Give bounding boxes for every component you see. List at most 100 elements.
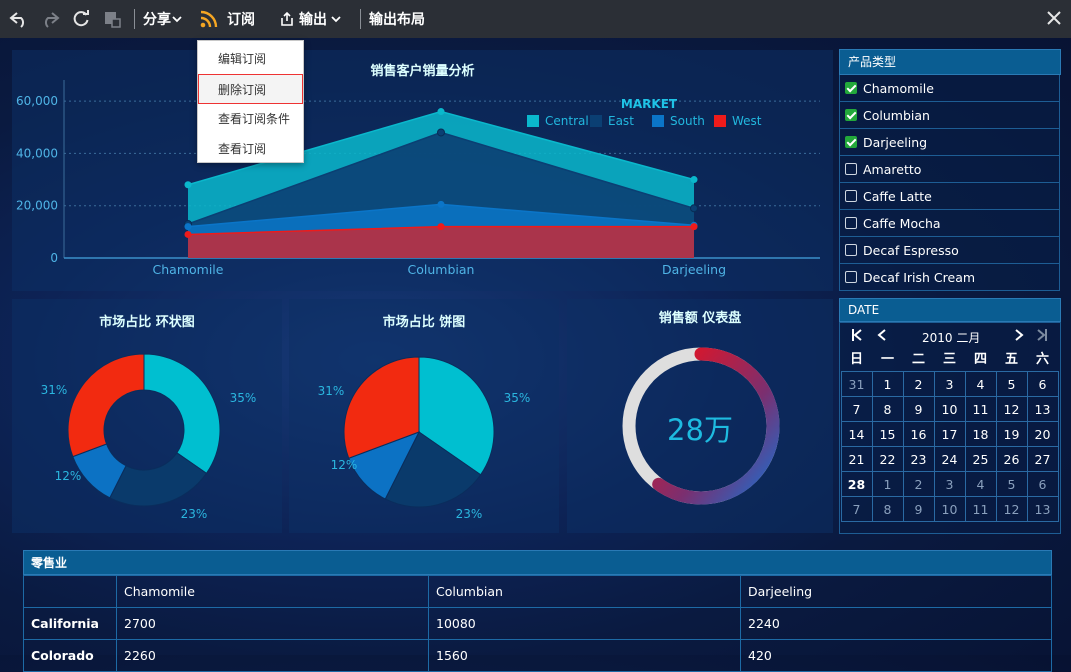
- calendar-day[interactable]: 4: [964, 370, 997, 397]
- weekday-label: 六: [1035, 352, 1049, 367]
- product-option-decaf-irish-cream[interactable]: Decaf Irish Cream: [839, 264, 1060, 291]
- calendar-day[interactable]: 7: [840, 495, 873, 522]
- checkbox[interactable]: [845, 136, 857, 148]
- legend-swatch: [714, 115, 726, 127]
- checkbox[interactable]: [845, 190, 857, 202]
- last-page-icon[interactable]: [1036, 328, 1048, 345]
- calendar-day[interactable]: 18: [964, 420, 997, 447]
- calendar-day[interactable]: 31: [840, 370, 873, 397]
- refresh-icon[interactable]: [70, 8, 92, 30]
- calendar-day[interactable]: 28: [840, 470, 873, 497]
- product-option-caffe-mocha[interactable]: Caffe Mocha: [839, 210, 1060, 237]
- checkbox[interactable]: [845, 163, 857, 175]
- calendar-day[interactable]: 8: [871, 395, 904, 422]
- first-page-icon[interactable]: [851, 328, 863, 345]
- calendar-day[interactable]: 14: [840, 420, 873, 447]
- product-option-decaf-espresso[interactable]: Decaf Espresso: [839, 237, 1060, 264]
- calendar-day[interactable]: 11: [964, 395, 997, 422]
- calendar-day[interactable]: 25: [964, 445, 997, 472]
- calendar-day[interactable]: 12: [995, 495, 1028, 522]
- calendar-day[interactable]: 23: [902, 445, 935, 472]
- close-icon[interactable]: [1045, 9, 1063, 31]
- calendar-day[interactable]: 6: [1026, 470, 1059, 497]
- calendar-day[interactable]: 10: [933, 395, 966, 422]
- export-layout-button[interactable]: 输出布局: [369, 9, 425, 29]
- menu-item-edit-subscription[interactable]: 编辑订阅: [218, 52, 267, 66]
- calendar-day[interactable]: 5: [995, 370, 1028, 397]
- subscribe-button[interactable]: 订阅: [199, 9, 255, 29]
- calendar-day[interactable]: 3: [933, 370, 966, 397]
- checkbox[interactable]: [845, 109, 857, 121]
- calendar-day[interactable]: 13: [1026, 495, 1059, 522]
- checkbox[interactable]: [845, 217, 857, 229]
- calendar-day[interactable]: 20: [1026, 420, 1059, 447]
- calendar-day[interactable]: 4: [964, 470, 997, 497]
- gauge-panel: 销售额 仪表盘 28万: [567, 299, 833, 533]
- calendar-day[interactable]: 1: [871, 370, 904, 397]
- calendar-day[interactable]: 11: [964, 495, 997, 522]
- calendar-day[interactable]: 13: [1026, 395, 1059, 422]
- calendar-day[interactable]: 6: [1026, 370, 1059, 397]
- slice-label: 12%: [331, 458, 358, 472]
- calendar-day[interactable]: 1: [871, 470, 904, 497]
- calendar-day[interactable]: 16: [902, 420, 935, 447]
- calendar-day[interactable]: 22: [871, 445, 904, 472]
- calendar-day[interactable]: 17: [933, 420, 966, 447]
- calendar-day[interactable]: 2: [902, 370, 935, 397]
- product-option-chamomile[interactable]: Chamomile: [839, 75, 1060, 102]
- gauge-chart: [622, 347, 780, 505]
- column-header: [23, 575, 117, 608]
- calendar-day[interactable]: 10: [933, 495, 966, 522]
- prev-month-icon[interactable]: [877, 328, 887, 345]
- menu-item-view-subscription-conditions[interactable]: 查看订阅条件: [218, 112, 291, 126]
- calendar-day[interactable]: 27: [1026, 445, 1059, 472]
- redo-icon[interactable]: [39, 8, 61, 30]
- calendar-day[interactable]: 2: [902, 470, 935, 497]
- calendar-day[interactable]: 9: [902, 395, 935, 422]
- calendar-day[interactable]: 15: [871, 420, 904, 447]
- product-option-amaretto[interactable]: Amaretto: [839, 156, 1060, 183]
- table-cell: 10080: [428, 607, 741, 640]
- calendar-day[interactable]: 8: [871, 495, 904, 522]
- x-tick-label: Columbian: [408, 262, 475, 277]
- weekday-label: 一: [880, 352, 894, 367]
- print-icon[interactable]: [101, 8, 123, 30]
- menu-item-delete-subscription[interactable]: 删除订阅: [198, 74, 303, 104]
- column-header: Chamomile: [116, 575, 429, 608]
- share-button[interactable]: 分享: [143, 9, 187, 29]
- calendar-day[interactable]: 21: [840, 445, 873, 472]
- calendar-day[interactable]: 9: [902, 495, 935, 522]
- calendar-day[interactable]: 19: [995, 420, 1028, 447]
- checkbox[interactable]: [845, 82, 857, 94]
- calendar-day[interactable]: 3: [933, 470, 966, 497]
- row-header: California: [23, 607, 117, 640]
- calendar-day[interactable]: 12: [995, 395, 1028, 422]
- product-option-darjeeling[interactable]: Darjeeling: [839, 129, 1060, 156]
- next-month-icon[interactable]: [1014, 328, 1024, 345]
- calendar-day[interactable]: 5: [995, 470, 1028, 497]
- area-chart: 0 20,000 40,000 60,000 Chamomile Columbian Dar…: [16, 80, 820, 277]
- slice-label: 23%: [456, 507, 483, 521]
- undo-icon[interactable]: [8, 8, 30, 30]
- export-layout-label: 输出布局: [369, 12, 425, 28]
- calendar-day[interactable]: 24: [933, 445, 966, 472]
- product-option-label: Darjeeling: [863, 134, 928, 150]
- product-option-caffe-latte[interactable]: Caffe Latte: [839, 183, 1060, 210]
- calendar: 2010 二月 日一二三四五六 31 1 2 3 4 5 6 7 8 9 10 11 12 13 14 15 16…: [839, 322, 1061, 534]
- weekday-label: 四: [973, 352, 987, 367]
- product-option-columbian[interactable]: Columbian: [839, 102, 1060, 129]
- y-tick-label: 60,000: [16, 94, 58, 108]
- table-row: Colorado 2260 1560 420: [23, 639, 1052, 672]
- checkbox[interactable]: [845, 271, 857, 283]
- export-button[interactable]: 输出: [279, 9, 346, 29]
- pie-slice: [384, 431, 482, 508]
- toolbar-divider: [134, 9, 135, 29]
- calendar-day[interactable]: 7: [840, 395, 873, 422]
- menu-item-view-subscription[interactable]: 查看订阅: [218, 142, 267, 156]
- data-point: [690, 223, 698, 231]
- slice-label: 35%: [230, 391, 257, 405]
- row-header: Colorado: [23, 639, 117, 672]
- checkbox[interactable]: [845, 244, 857, 256]
- calendar-day[interactable]: 26: [995, 445, 1028, 472]
- data-point: [437, 128, 445, 137]
